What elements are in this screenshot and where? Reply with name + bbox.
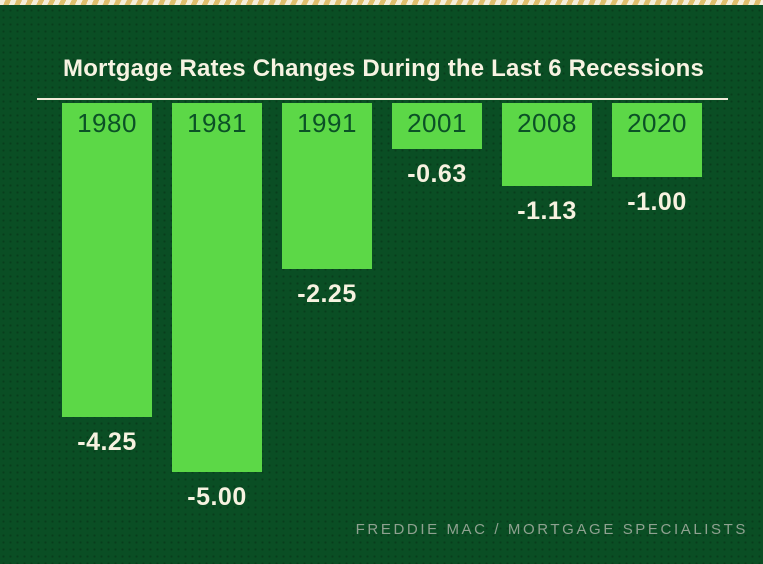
bar: 2020 bbox=[612, 103, 702, 177]
bar-value-label: -2.25 bbox=[297, 280, 357, 308]
bar-value-label: -4.25 bbox=[77, 428, 137, 456]
bar-column: 2001 -0.63 bbox=[392, 103, 482, 187]
bar-column: 1980 -4.25 bbox=[62, 103, 152, 455]
bar-column: 1981 -5.00 bbox=[172, 103, 262, 510]
bar-year-label: 2020 bbox=[627, 108, 687, 138]
bar: 2008 bbox=[502, 103, 592, 186]
bar-column: 2008 -1.13 bbox=[502, 103, 592, 224]
bar-value-label: -5.00 bbox=[187, 483, 247, 511]
bar-column: 1991 -2.25 bbox=[282, 103, 372, 307]
bar-year-label: 1980 bbox=[77, 108, 137, 138]
bar-year-label: 2001 bbox=[407, 108, 467, 138]
bar-year-label: 1991 bbox=[297, 108, 357, 138]
bar-value-label: -0.63 bbox=[407, 160, 467, 188]
bar: 1991 bbox=[282, 103, 372, 269]
bar-year-label: 2008 bbox=[517, 108, 577, 138]
chart-title: Mortgage Rates Changes During the Last 6… bbox=[63, 55, 705, 83]
bar-value-label: -1.13 bbox=[517, 197, 577, 225]
bar: 1980 bbox=[62, 103, 152, 417]
chart-baseline-axis bbox=[37, 98, 728, 100]
bar: 2001 bbox=[392, 103, 482, 149]
bar: 1981 bbox=[172, 103, 262, 472]
bar-year-label: 1981 bbox=[187, 108, 247, 138]
bar-value-label: -1.00 bbox=[627, 188, 687, 216]
decorative-top-ribbon bbox=[0, 0, 763, 5]
source-credit: FREDDIE MAC / MORTGAGE SPECIALISTS bbox=[355, 521, 748, 538]
bar-chart: 1980 -4.25 1981 -5.00 1991 -2.25 2001 -0.63 2008… bbox=[0, 103, 763, 543]
bar-column: 2020 -1.00 bbox=[612, 103, 702, 215]
